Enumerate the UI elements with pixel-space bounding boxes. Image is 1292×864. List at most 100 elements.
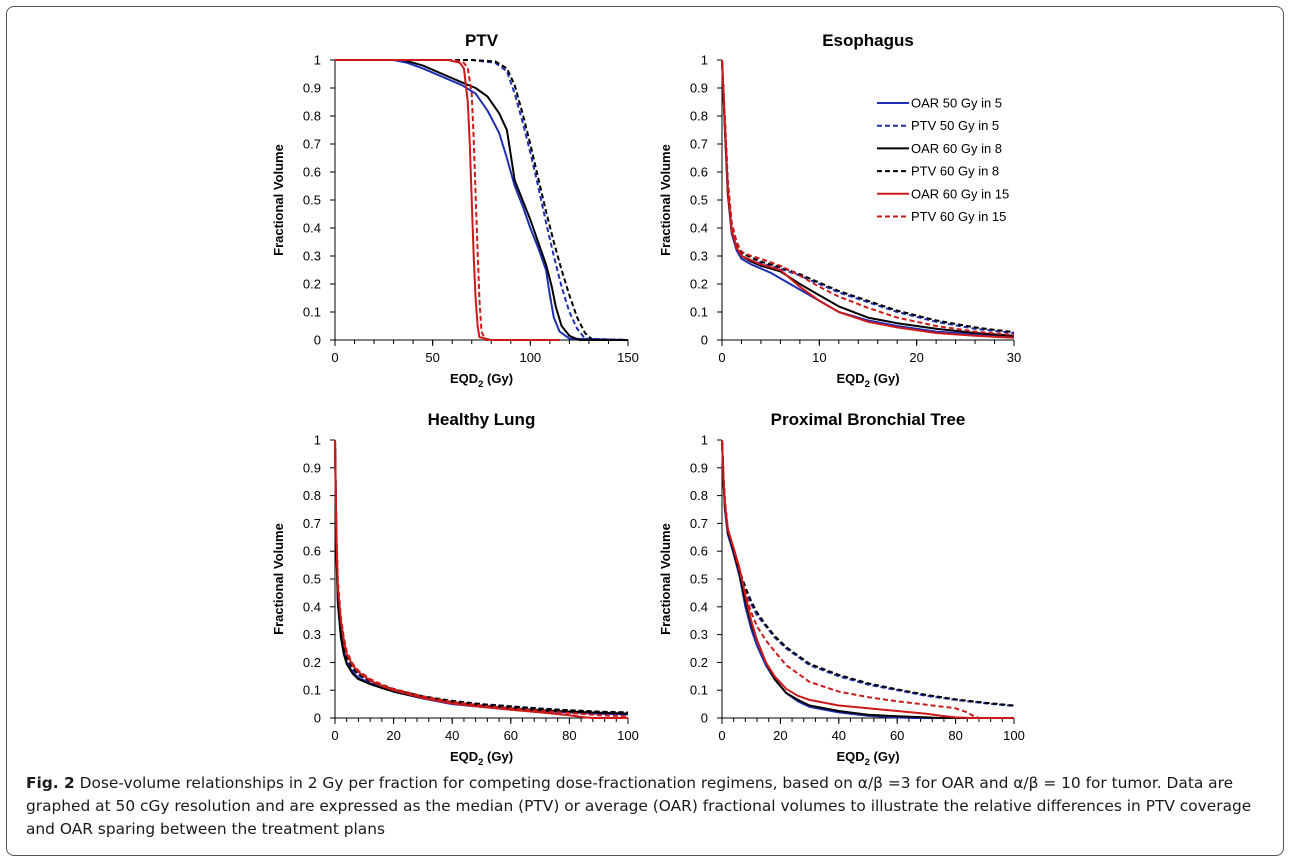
y-tick-label: 0.9 bbox=[303, 81, 321, 96]
y-tick-label: 0.2 bbox=[690, 655, 708, 670]
series-line-oar-50-gy-in-5 bbox=[334, 439, 629, 716]
y-tick-label: 0.1 bbox=[303, 683, 321, 698]
series-line-oar-60-gy-in-8 bbox=[335, 59, 628, 341]
y-axis-label: Fractional Volume bbox=[658, 144, 673, 256]
y-tick-label: 0.5 bbox=[303, 572, 321, 587]
series-line-ptv-50-gy-in-5 bbox=[334, 439, 629, 714]
series-line-ptv-60-gy-in-15 bbox=[335, 59, 492, 341]
series-line-ptv-60-gy-in-15 bbox=[721, 59, 1015, 336]
y-tick-label: 1 bbox=[314, 53, 321, 68]
y-tick-label: 0.4 bbox=[303, 599, 321, 614]
x-tick-label: 0 bbox=[718, 350, 725, 365]
y-tick-label: 0.3 bbox=[690, 249, 708, 264]
series-line-oar-60-gy-in-15 bbox=[335, 59, 560, 341]
series-line-oar-60-gy-in-15 bbox=[721, 439, 1014, 719]
chart-title: PTV bbox=[465, 31, 499, 50]
y-tick-label: 0.4 bbox=[303, 221, 321, 236]
caption-label: Fig. 2 bbox=[26, 774, 75, 792]
series-line-ptv-50-gy-in-5 bbox=[335, 59, 629, 341]
y-axis-label: Fractional Volume bbox=[271, 144, 286, 256]
figure-caption: Fig. 2 Dose-volume relationships in 2 Gy… bbox=[26, 772, 1276, 841]
series-line-oar-60-gy-in-8 bbox=[334, 439, 629, 715]
y-tick-label: 0.6 bbox=[303, 544, 321, 559]
series-line-oar-60-gy-in-15 bbox=[334, 439, 628, 719]
y-tick-label: 0.5 bbox=[303, 193, 321, 208]
legend-entry-label: OAR 50 Gy in 5 bbox=[911, 96, 1002, 111]
y-tick-label: 0.8 bbox=[303, 488, 321, 503]
x-tick-label: 20 bbox=[386, 728, 400, 743]
y-tick-label: 0.9 bbox=[690, 81, 708, 96]
chart-proximal-bronchial-tree: Proximal Bronchial Tree 0 0.1 0.2 0.3 0.4 0.5 0… bbox=[658, 410, 1025, 768]
y-tick-label: 1 bbox=[314, 433, 321, 448]
series-line-ptv-60-gy-in-8 bbox=[334, 439, 629, 714]
x-tick-label: 100 bbox=[1003, 728, 1025, 743]
x-tick-label: 100 bbox=[617, 728, 639, 743]
x-tick-label: 40 bbox=[445, 728, 459, 743]
chart-title: Esophagus bbox=[822, 31, 914, 50]
y-tick-label: 0.8 bbox=[690, 488, 708, 503]
figure-frame bbox=[6, 6, 1284, 856]
series-line-ptv-60-gy-in-15 bbox=[721, 439, 1014, 719]
y-tick-label: 0.3 bbox=[303, 627, 321, 642]
y-tick-label: 0.9 bbox=[303, 460, 321, 475]
y-tick-label: 1 bbox=[701, 433, 708, 448]
x-tick-label: 0 bbox=[718, 728, 725, 743]
y-tick-label: 0 bbox=[701, 333, 708, 348]
x-tick-label: 30 bbox=[1007, 350, 1021, 365]
x-axis-label: EQD2 (Gy) bbox=[450, 749, 513, 768]
x-axis-label: EQD2 (Gy) bbox=[450, 371, 513, 390]
chart-ptv: PTV 0 0.1 0.2 0.3 0.4 0.5 0.6 0.7 0.8 0.9 1 0 50 100 15… bbox=[271, 31, 639, 390]
x-tick-label: 0 bbox=[331, 350, 338, 365]
y-tick-label: 0.6 bbox=[690, 165, 708, 180]
y-tick-label: 0.2 bbox=[303, 655, 321, 670]
y-tick-label: 0 bbox=[701, 711, 708, 726]
y-tick-label: 1 bbox=[701, 53, 708, 68]
x-tick-label: 60 bbox=[890, 728, 904, 743]
y-tick-label: 0.8 bbox=[303, 109, 321, 124]
y-tick-label: 0.5 bbox=[690, 572, 708, 587]
series-line-oar-60-gy-in-8 bbox=[721, 439, 1014, 719]
y-tick-label: 0.2 bbox=[690, 277, 708, 292]
x-tick-label: 0 bbox=[331, 728, 338, 743]
x-tick-label: 40 bbox=[832, 728, 846, 743]
y-tick-label: 0.1 bbox=[303, 305, 321, 320]
y-tick-label: 0.1 bbox=[690, 683, 708, 698]
y-tick-label: 0.3 bbox=[303, 249, 321, 264]
legend-entry-label: PTV 60 Gy in 15 bbox=[911, 209, 1006, 224]
legend-entry-label: OAR 60 Gy in 8 bbox=[911, 141, 1002, 156]
x-tick-label: 10 bbox=[812, 350, 826, 365]
y-tick-label: 0.4 bbox=[690, 221, 708, 236]
series-line-ptv-60-gy-in-8 bbox=[335, 59, 628, 341]
x-tick-label: 60 bbox=[504, 728, 518, 743]
series-line-oar-50-gy-in-5 bbox=[335, 59, 629, 341]
chart-title: Proximal Bronchial Tree bbox=[771, 410, 966, 429]
y-tick-label: 0.7 bbox=[690, 137, 708, 152]
x-tick-label: 80 bbox=[948, 728, 962, 743]
y-tick-label: 0.3 bbox=[690, 627, 708, 642]
series-line-ptv-60-gy-in-15 bbox=[334, 439, 629, 718]
y-tick-label: 0.7 bbox=[303, 137, 321, 152]
x-tick-label: 20 bbox=[909, 350, 923, 365]
caption-text: Dose-volume relationships in 2 Gy per fr… bbox=[26, 774, 1252, 838]
x-tick-label: 100 bbox=[519, 350, 541, 365]
x-axis-label: EQD2 (Gy) bbox=[836, 749, 899, 768]
y-tick-label: 0 bbox=[314, 333, 321, 348]
chart-title: Healthy Lung bbox=[428, 410, 536, 429]
y-tick-label: 0.4 bbox=[690, 599, 708, 614]
series-line-ptv-60-gy-in-8 bbox=[721, 59, 1015, 334]
x-tick-label: 80 bbox=[562, 728, 576, 743]
y-tick-label: 0.2 bbox=[303, 277, 321, 292]
y-tick-label: 0.7 bbox=[303, 516, 321, 531]
chart-healthy-lung: Healthy Lung 0 0.1 0.2 0.3 0.4 0.5 0.6 0.7 0.8 0.9… bbox=[271, 410, 639, 768]
x-tick-label: 50 bbox=[425, 350, 439, 365]
legend-entry-label: PTV 60 Gy in 8 bbox=[911, 164, 999, 179]
y-axis-label: Fractional Volume bbox=[271, 523, 286, 635]
y-tick-label: 0.9 bbox=[690, 460, 708, 475]
legend-entry-label: PTV 50 Gy in 5 bbox=[911, 118, 999, 133]
y-tick-label: 0.6 bbox=[303, 165, 321, 180]
series-line-oar-50-gy-in-5 bbox=[721, 439, 1014, 719]
y-axis-label: Fractional Volume bbox=[658, 523, 673, 635]
x-tick-label: 150 bbox=[617, 350, 639, 365]
x-axis-label: EQD2 (Gy) bbox=[836, 371, 899, 390]
y-tick-label: 0.5 bbox=[690, 193, 708, 208]
